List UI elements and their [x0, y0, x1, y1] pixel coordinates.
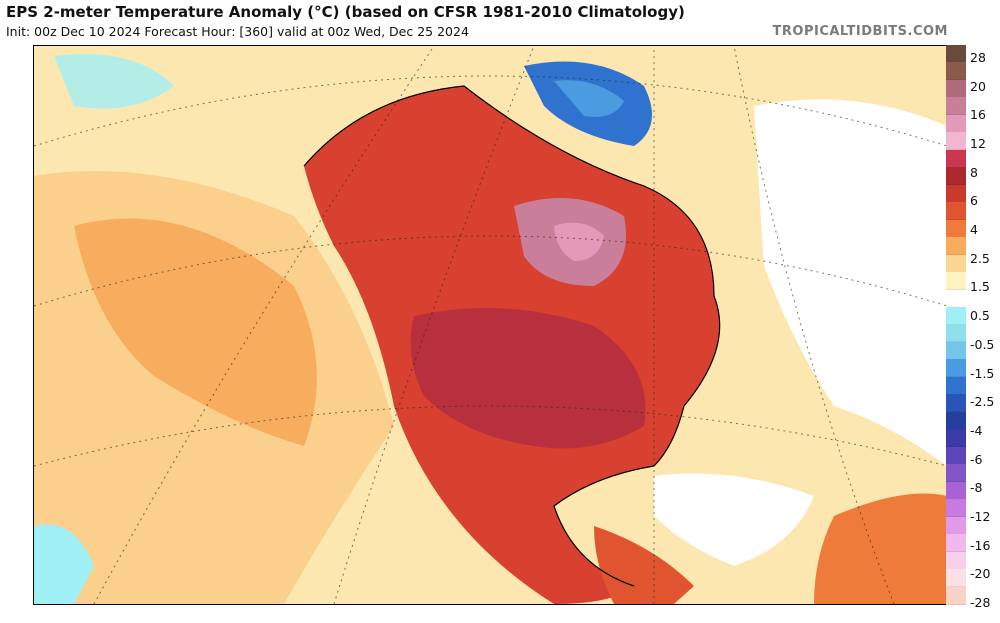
coastline — [303, 85, 721, 587]
colorbar-label: -1.5 — [970, 365, 995, 381]
us-anomaly-core — [410, 308, 646, 449]
colorbar-cell — [946, 534, 966, 553]
colorbar-label: -16 — [970, 537, 991, 553]
colorbar-cell — [946, 219, 966, 238]
colorbar-cell — [946, 499, 966, 518]
colorbar-cell — [946, 411, 966, 430]
colorbar-cell — [946, 516, 966, 535]
colorbar-label: 20 — [970, 78, 986, 94]
colorbar-cell — [946, 97, 966, 116]
colorbar-cell — [946, 45, 966, 63]
map-title: EPS 2-meter Temperature Anomaly (°C) (ba… — [6, 3, 685, 21]
near-normal-caribbean — [654, 473, 814, 566]
colorbar-cell — [946, 429, 966, 448]
colorbar-label: -28 — [970, 595, 991, 610]
colorbar-label: 1.5 — [970, 279, 990, 295]
hudson-bay-peak — [554, 222, 604, 261]
south-america-land — [814, 493, 947, 604]
colorbar-cell — [946, 289, 966, 308]
colorbar-cell — [946, 149, 966, 168]
colorbar-cell — [946, 464, 966, 483]
colorbar-label: -0.5 — [970, 336, 995, 352]
colorbar-cell — [946, 324, 966, 343]
colorbar-cell — [946, 79, 966, 98]
colorbar-label: 28 — [970, 50, 986, 65]
colorbar-cell — [946, 62, 966, 81]
colorbar-cell — [946, 254, 966, 273]
colorbar-cell — [946, 359, 966, 378]
graticule-lines — [34, 46, 947, 604]
colorbar-cell — [946, 569, 966, 588]
colorbar-label: 0.5 — [970, 308, 990, 324]
colorbar-cell — [946, 394, 966, 413]
anomaly-map — [33, 45, 948, 605]
colorbar-label: -8 — [970, 480, 983, 496]
colorbar-label: -2.5 — [970, 394, 995, 410]
near-normal-atlantic — [754, 99, 947, 467]
central-america-land — [594, 526, 694, 604]
site-brand[interactable]: TROPICALTIDBITS.COM — [772, 24, 948, 39]
colorbar-label: 8 — [970, 164, 978, 180]
pacific-cool-patch-1 — [34, 524, 94, 604]
colorbar-cell — [946, 341, 966, 360]
colorbar-cell — [946, 202, 966, 221]
colorbar-cell — [946, 307, 966, 325]
colorbar-label: 6 — [970, 193, 978, 209]
colorbar-cell — [946, 132, 966, 151]
colorbar-label: -12 — [970, 508, 991, 524]
colorbar-label: 2.5 — [970, 250, 990, 266]
colorbar-label: -20 — [970, 566, 991, 582]
pacific-cool-patch-2 — [54, 54, 174, 109]
color-scale-bar: 28 20 16 12 8 6 4 2.5 1.5 0.5 -0.5 -1.5 -2.5 -4 -6 -8 -1… — [946, 45, 1000, 610]
colorbar-cell — [946, 237, 966, 256]
colorbar-cell — [946, 481, 966, 500]
colorbar-label: 16 — [970, 107, 986, 123]
colorbar-cell — [946, 586, 966, 605]
colorbar-label: -4 — [970, 422, 983, 438]
colorbar-cell — [946, 551, 966, 570]
colorbar-cell — [946, 184, 966, 203]
colorbar-label: 4 — [970, 222, 978, 238]
colorbar-cell — [946, 114, 966, 133]
colorbar-cell — [946, 167, 966, 186]
colorbar-label: 12 — [970, 136, 986, 152]
greenland-cold-core — [554, 80, 624, 117]
colorbar-cell — [946, 376, 966, 395]
colorbar-cell — [946, 446, 966, 465]
map-canvas — [34, 46, 947, 604]
forecast-info: Init: 00z Dec 10 2024 Forecast Hour: [36… — [6, 24, 469, 39]
colorbar-label: -6 — [970, 451, 983, 467]
colorbar-cell — [946, 272, 966, 291]
pacific-warmer-core — [74, 218, 317, 446]
